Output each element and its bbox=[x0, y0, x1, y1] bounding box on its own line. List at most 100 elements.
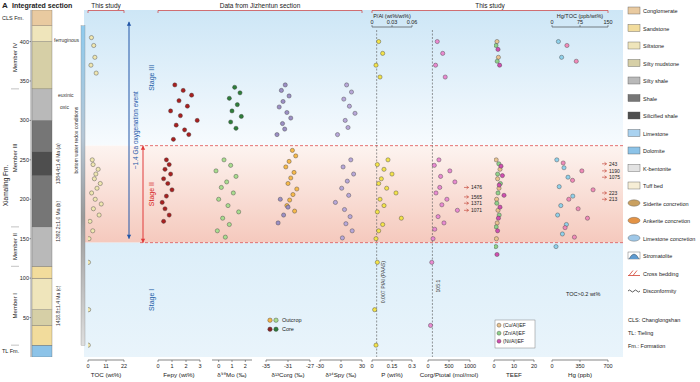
point bbox=[341, 165, 345, 169]
point bbox=[498, 63, 502, 67]
point bbox=[88, 260, 91, 264]
lithology-legend: ConglomerateSandstoneSiltstoneSilty muds… bbox=[628, 7, 695, 349]
stage-band bbox=[84, 146, 623, 243]
point bbox=[352, 172, 356, 176]
point bbox=[379, 177, 383, 181]
point bbox=[494, 43, 498, 47]
point bbox=[399, 216, 403, 220]
point bbox=[173, 83, 177, 87]
point bbox=[221, 216, 225, 220]
point bbox=[373, 308, 377, 312]
point bbox=[497, 183, 501, 187]
x-axis bbox=[158, 360, 200, 361]
point bbox=[227, 222, 231, 226]
axis-title: δ⁹⁸Mo (‰) bbox=[217, 371, 246, 378]
stage-band bbox=[84, 10, 623, 146]
point bbox=[494, 237, 498, 241]
member-label: Member I bbox=[12, 293, 18, 319]
point bbox=[556, 39, 560, 43]
tick-label: 2 bbox=[184, 363, 187, 369]
point bbox=[495, 59, 499, 63]
tick-label: 300 bbox=[20, 117, 29, 123]
point bbox=[440, 203, 444, 207]
point bbox=[294, 154, 298, 158]
tick-label: 0.3 bbox=[408, 363, 416, 369]
legend: (Cu/Al)EF(Zn/Al)EF(Ni/Al)EF bbox=[495, 320, 535, 348]
age-label: 1418.8±1.4 Ma (c) bbox=[55, 285, 61, 326]
point bbox=[349, 158, 353, 162]
point bbox=[231, 191, 235, 195]
point bbox=[562, 166, 566, 170]
tick-label: 150 bbox=[20, 236, 29, 242]
reference-line bbox=[376, 30, 377, 357]
point bbox=[94, 71, 98, 75]
point bbox=[496, 172, 500, 176]
reference-label: 105:1 bbox=[435, 279, 441, 292]
point bbox=[375, 162, 379, 166]
point bbox=[185, 104, 189, 108]
point bbox=[178, 114, 182, 118]
plot-area bbox=[554, 39, 595, 248]
header-bracket bbox=[372, 11, 608, 14]
outlier-label: 1071 bbox=[471, 207, 482, 213]
column bbox=[32, 10, 85, 357]
point bbox=[374, 237, 378, 241]
point bbox=[345, 83, 349, 87]
point bbox=[496, 216, 500, 220]
legend-label: Sandstone bbox=[643, 26, 669, 32]
point bbox=[439, 174, 443, 178]
point bbox=[442, 221, 446, 225]
plot-area bbox=[88, 36, 103, 348]
formation-label: CLS Fm. bbox=[2, 15, 24, 21]
tick-label: 0 bbox=[550, 363, 553, 369]
tick-label: 150 bbox=[603, 19, 612, 25]
point bbox=[576, 207, 580, 211]
point bbox=[227, 96, 231, 100]
point bbox=[277, 105, 281, 109]
tick bbox=[30, 238, 32, 239]
tick-label: -27 bbox=[306, 363, 314, 369]
layer bbox=[32, 278, 52, 310]
tick bbox=[372, 25, 373, 27]
layer bbox=[32, 227, 52, 266]
legend-label: (Zn/Al)EF bbox=[503, 330, 525, 336]
point bbox=[229, 120, 233, 124]
age-label: 1384.4±1.4 Ma (a) bbox=[55, 143, 61, 184]
axis-title: P/Al (wt%/wt%) bbox=[373, 13, 411, 19]
tick bbox=[30, 199, 32, 200]
stage-arrow-head bbox=[141, 239, 145, 243]
point bbox=[234, 174, 238, 178]
event-label: ~1.4 Ga oxygenation event bbox=[132, 91, 140, 169]
point bbox=[195, 118, 199, 122]
legend-marker bbox=[274, 327, 278, 331]
point bbox=[333, 200, 337, 204]
legend-swatch bbox=[628, 25, 640, 32]
tick-label: 0.03 bbox=[387, 19, 398, 25]
legend-marker bbox=[497, 331, 501, 335]
tick-label: 11 bbox=[103, 363, 109, 369]
member-label: Member IV bbox=[12, 43, 18, 72]
point bbox=[382, 167, 386, 171]
layer bbox=[32, 89, 52, 121]
legend-label: Cross bedding bbox=[643, 271, 678, 277]
plot-area bbox=[333, 83, 357, 240]
point bbox=[567, 197, 571, 201]
point bbox=[280, 121, 284, 125]
point bbox=[433, 227, 437, 231]
point bbox=[283, 83, 287, 87]
point bbox=[295, 187, 299, 191]
point bbox=[174, 123, 178, 127]
point bbox=[91, 229, 95, 233]
tick-label: 20 bbox=[531, 363, 537, 369]
layer bbox=[32, 26, 52, 42]
point bbox=[431, 237, 435, 241]
point bbox=[374, 63, 378, 67]
point bbox=[496, 55, 500, 59]
point bbox=[436, 215, 440, 219]
tick bbox=[552, 25, 553, 27]
legend-marker bbox=[497, 323, 501, 327]
header-bracket bbox=[158, 11, 362, 14]
point bbox=[554, 244, 558, 248]
point bbox=[346, 125, 350, 129]
tick-label: 0 bbox=[370, 19, 373, 25]
